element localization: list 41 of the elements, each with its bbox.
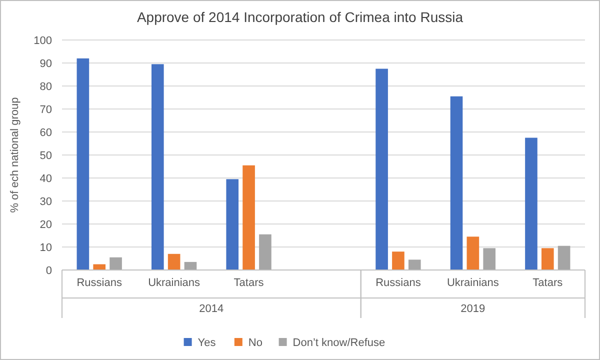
bar — [483, 248, 496, 270]
text: 2019 — [460, 303, 486, 315]
x-tick-label: Russians — [376, 277, 422, 289]
y-tick-label: 90 — [40, 58, 52, 70]
y-axis-title: % of ech national group — [9, 97, 21, 213]
y-tick-label: 80 — [40, 80, 52, 93]
x-tick-label: Tatars — [532, 277, 564, 289]
y-tick-label: 70 — [40, 104, 52, 116]
bar — [376, 68, 388, 270]
y-tick-label: 0 — [46, 264, 52, 277]
bar — [226, 179, 239, 270]
x-tick-label: Ukrainians — [148, 277, 201, 289]
bar — [259, 234, 272, 270]
bar — [110, 257, 122, 270]
bar — [168, 254, 180, 270]
legend-label: No — [248, 337, 262, 349]
legend-label: Don’t know/Refuse — [292, 337, 386, 349]
y-tick-label: 60 — [40, 126, 52, 139]
bar — [392, 252, 404, 270]
bar — [558, 246, 570, 270]
bar — [76, 58, 90, 270]
y-tick-label: 100 — [34, 34, 52, 47]
legend-label: Yes — [198, 337, 216, 349]
bar — [450, 96, 463, 270]
chart-title: Approve of 2014 Incorporation of Crimea into Russia — [136, 9, 464, 25]
bar — [408, 260, 421, 270]
bar — [541, 248, 554, 270]
y-tick-label: 30 — [40, 196, 52, 208]
bar — [525, 138, 538, 270]
x-tick-label: Russians — [76, 277, 122, 289]
bar — [151, 64, 164, 270]
text: 2014 — [199, 303, 224, 315]
y-tick-label: 20 — [40, 218, 52, 231]
bar — [184, 262, 197, 270]
x-tick-label: Tatars — [234, 277, 264, 289]
x-tick-label: Ukrainians — [446, 277, 500, 289]
bar — [242, 165, 255, 270]
y-tick-label: 40 — [40, 172, 52, 185]
bar — [466, 236, 480, 270]
y-tick-label: 10 — [40, 242, 52, 254]
y-tick-label: 50 — [40, 150, 52, 162]
